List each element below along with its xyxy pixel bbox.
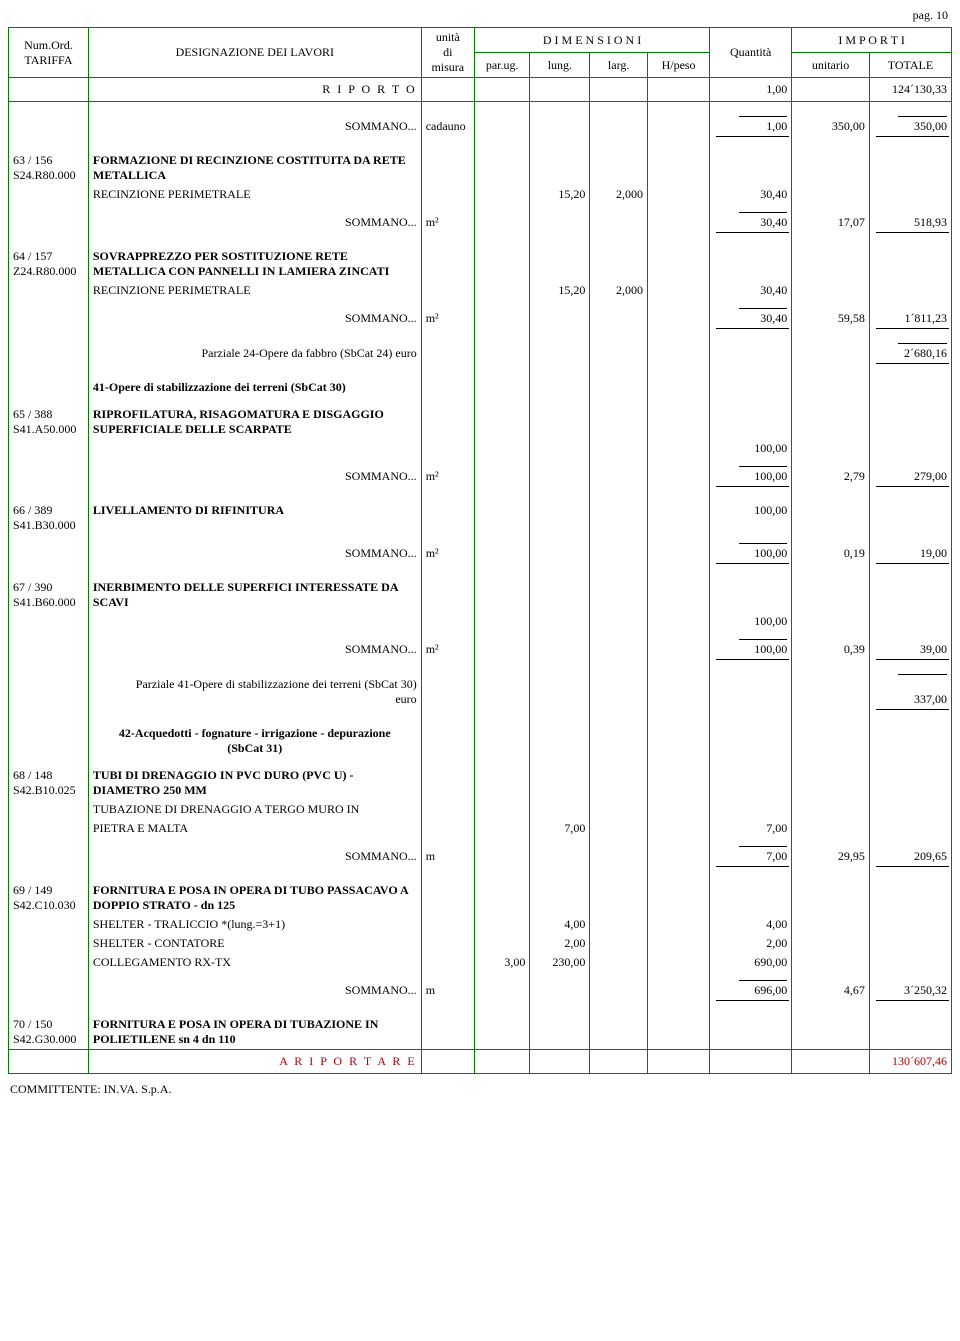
sommano-row: SOMMANO... m² 100,00 0,19 19,00: [9, 544, 952, 563]
page-number: pag. 10: [0, 0, 960, 27]
sommano-row: SOMMANO... m 696,00 4,67 3´250,32: [9, 981, 952, 1000]
riporto-row: R I P O R T O 1,00 124´130,33: [9, 78, 952, 102]
hdr-hpeso: H/peso: [648, 53, 710, 78]
sommano-row: SOMMANO... m² 30,40 17,07 518,93: [9, 213, 952, 232]
hdr-tariffa: Num.Ord.: [24, 38, 73, 52]
hdr-lung: lung.: [530, 53, 590, 78]
item-row: 66 / 389S41.B30.000 LIVELLAMENTO DI RIFI…: [9, 501, 952, 535]
item-row: 67 / 390S41.B60.000 INERBIMENTO DELLE SU…: [9, 578, 952, 612]
hdr-totale: TOTALE: [869, 53, 951, 78]
sommano-label: SOMMANO...: [88, 117, 421, 136]
hdr-larg: larg.: [590, 53, 648, 78]
riporto-totale: 124´130,33: [869, 78, 951, 102]
riporto-qty: 1,00: [710, 78, 792, 102]
parziale-41: Parziale 41-Opere di stabilizzazione dei…: [9, 675, 952, 709]
sommano-row: SOMMANO... m² 100,00 2,79 279,00: [9, 467, 952, 486]
lavori-table: Num.Ord.TARIFFA DESIGNAZIONE DEI LAVORI …: [8, 27, 952, 1074]
hdr-designazione: DESIGNAZIONE DEI LAVORI: [88, 28, 421, 78]
item-subrow: RECINZIONE PERIMETRALE 15,20 2,000 30,40: [9, 185, 952, 204]
parziale-24: Parziale 24-Opere da fabbro (SbCat 24) e…: [9, 344, 952, 363]
item-row: 63 / 156S24.R80.000 FORMAZIONE DI RECINZ…: [9, 151, 952, 185]
item-subrow: RECINZIONE PERIMETRALE 15,20 2,000 30,40: [9, 281, 952, 300]
hdr-dimensioni: D I M E N S I O N I: [474, 28, 709, 53]
hdr-parug: par.ug.: [474, 53, 529, 78]
item-desc-bold: FORMAZIONE DI RECINZIONE COSTITUITA DA R…: [93, 153, 406, 182]
sommano-row: SOMMANO... m² 30,40 59,58 1´811,23: [9, 309, 952, 328]
item-row: 65 / 388S41.A50.000 RIPROFILATURA, RISAG…: [9, 405, 952, 439]
cat-42-title: 42-Acquedotti - fognature - irrigazione …: [9, 724, 952, 758]
header-row-1: Num.Ord.TARIFFA DESIGNAZIONE DEI LAVORI …: [9, 28, 952, 53]
hdr-unita: unità: [436, 30, 460, 44]
riporto-label: R I P O R T O: [88, 78, 421, 102]
committente: COMMITTENTE: IN.VA. S.p.A.: [0, 1074, 960, 1107]
sommano-row: SOMMANO... m 7,00 29,95 209,65: [9, 847, 952, 866]
hdr-unitario: unitario: [792, 53, 870, 78]
ariportare-totale: 130´607,46: [869, 1049, 951, 1073]
sommano-row: SOMMANO... m² 100,00 0,39 39,00: [9, 640, 952, 659]
item-row: 69 / 149S42.C10.030 FORNITURA E POSA IN …: [9, 881, 952, 915]
cat-41-title: 41-Opere di stabilizzazione dei terreni …: [9, 378, 952, 397]
item-row: 70 / 150S42.G30.000 FORNITURA E POSA IN …: [9, 1015, 952, 1050]
item-row: 64 / 157Z24.R80.000 SOVRAPPREZZO PER SOS…: [9, 247, 952, 281]
item-row: 68 / 148S42.B10.025 TUBI DI DRENAGGIO IN…: [9, 766, 952, 800]
hdr-quantita: Quantità: [710, 28, 792, 78]
ariportare-row: A R I P O R T A R E 130´607,46: [9, 1049, 952, 1073]
sommano-row: SOMMANO... cadauno 1,00 350,00 350,00: [9, 117, 952, 136]
hdr-importi: I M P O R T I: [792, 28, 952, 53]
ariportare-label: A R I P O R T A R E: [88, 1049, 421, 1073]
